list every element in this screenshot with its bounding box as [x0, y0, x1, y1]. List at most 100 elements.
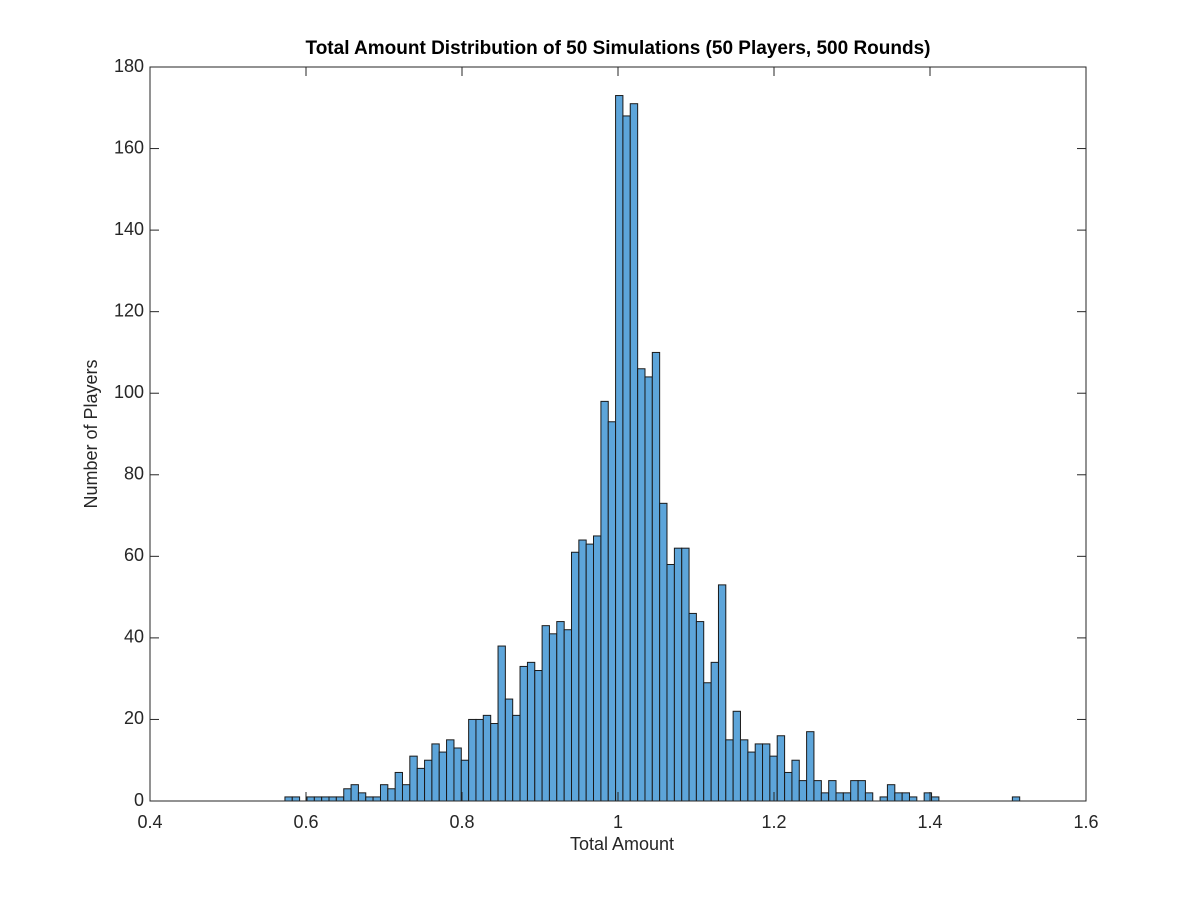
bar — [534, 670, 543, 802]
bar — [541, 625, 550, 802]
bar — [828, 780, 837, 802]
bar — [857, 780, 866, 802]
y-axis-label: Number of Players — [81, 359, 101, 508]
bar — [438, 751, 448, 802]
x-tick-label: 1.4 — [917, 812, 942, 832]
bar — [886, 784, 896, 802]
bar — [519, 665, 528, 802]
y-tick-label: 80 — [124, 464, 144, 484]
bar — [563, 629, 573, 802]
bar — [688, 612, 697, 802]
y-tick-label: 160 — [114, 137, 144, 157]
bar — [842, 792, 852, 802]
y-tick-label: 100 — [114, 382, 144, 402]
bar — [490, 723, 499, 802]
bar — [372, 796, 381, 802]
bar — [681, 547, 690, 802]
bar — [357, 792, 367, 802]
bar — [321, 796, 330, 802]
bar — [739, 739, 749, 802]
x-tick-label: 1.2 — [761, 812, 786, 832]
bar — [526, 661, 536, 802]
bar — [607, 421, 617, 802]
bar — [820, 792, 830, 802]
bar — [710, 661, 719, 802]
bar — [754, 743, 764, 802]
bar — [1011, 796, 1021, 802]
bar — [747, 751, 756, 802]
bar — [732, 710, 741, 802]
bar — [328, 796, 337, 802]
bar — [335, 796, 345, 802]
bar — [593, 535, 602, 802]
bar — [798, 780, 808, 802]
bar — [504, 698, 514, 802]
bar — [784, 771, 793, 802]
bar — [695, 621, 705, 802]
bar — [651, 351, 661, 802]
bar — [864, 792, 874, 802]
bar — [637, 368, 646, 802]
bar — [901, 792, 910, 802]
bar — [571, 551, 580, 802]
x-axis-label: Total Amount — [570, 834, 674, 854]
x-tick-label: 0.4 — [137, 812, 162, 832]
bar — [813, 780, 822, 802]
bar — [776, 735, 786, 802]
bar — [446, 739, 455, 802]
bar — [666, 563, 675, 802]
bar — [497, 645, 506, 802]
y-tick-label: 20 — [124, 708, 144, 728]
y-tick-label: 120 — [114, 300, 144, 320]
y-tick-label: 140 — [114, 219, 144, 239]
bar — [284, 796, 293, 802]
y-tick-label: 60 — [124, 545, 144, 565]
bar — [585, 543, 595, 802]
bar — [717, 584, 727, 802]
bar — [850, 780, 859, 802]
bar — [894, 792, 903, 802]
bar — [453, 747, 462, 802]
bar — [703, 682, 712, 802]
x-tick-label: 1 — [613, 812, 623, 832]
bar — [791, 759, 800, 802]
bar — [600, 400, 609, 802]
bar — [431, 743, 440, 802]
bar — [313, 796, 323, 802]
bar — [424, 759, 433, 802]
bar — [806, 731, 815, 802]
bar — [578, 539, 587, 802]
bar — [659, 502, 668, 802]
bar — [306, 796, 315, 802]
x-tick-label: 0.8 — [449, 812, 474, 832]
x-tick-label: 0.6 — [293, 812, 318, 832]
bar — [350, 784, 359, 802]
bar — [401, 784, 411, 802]
bar — [908, 796, 918, 802]
bar — [343, 788, 352, 802]
bar — [556, 621, 565, 802]
bar — [879, 796, 888, 802]
bar — [673, 547, 683, 802]
bar — [629, 103, 639, 802]
bar — [387, 788, 396, 802]
y-tick-label: 180 — [114, 56, 144, 76]
bar — [644, 376, 653, 802]
bar — [835, 792, 844, 802]
bar — [409, 755, 418, 802]
y-tick-label: 0 — [134, 790, 144, 810]
bar — [622, 115, 631, 802]
bar — [365, 796, 374, 802]
bar — [475, 718, 484, 802]
bar — [931, 796, 940, 802]
bar — [615, 95, 624, 802]
bar — [512, 714, 521, 802]
bar — [548, 633, 558, 802]
y-tick-label: 40 — [124, 627, 144, 647]
chart-title: Total Amount Distribution of 50 Simulati… — [306, 38, 931, 59]
bar — [468, 718, 477, 802]
bar — [379, 784, 389, 802]
bar — [416, 767, 426, 802]
bar — [762, 743, 771, 802]
